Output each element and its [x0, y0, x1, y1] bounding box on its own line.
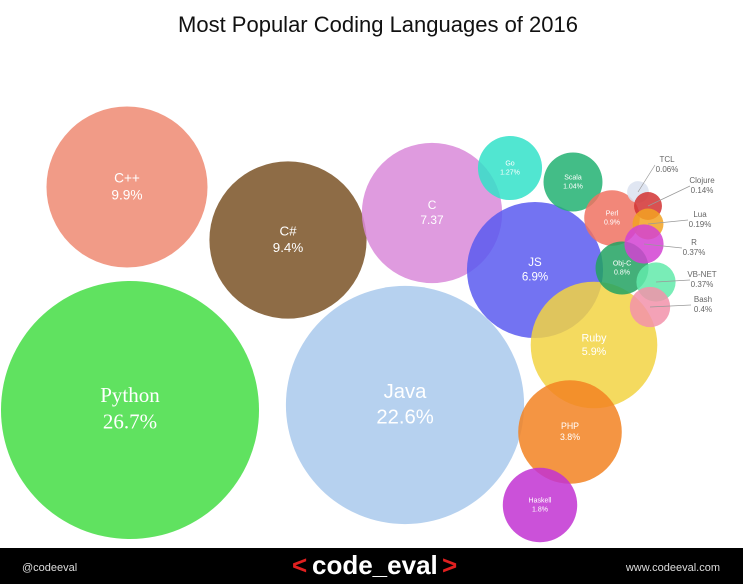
- value-label: 0.06%: [656, 165, 679, 174]
- bubble-label: Bash: [694, 295, 712, 304]
- bubble-label: Java: [384, 381, 427, 403]
- bubble: [518, 380, 622, 484]
- bubble-label: C#: [279, 224, 297, 239]
- logo-open: <: [292, 550, 307, 580]
- bubble: [0, 280, 260, 540]
- value-label: 0.14%: [691, 186, 714, 195]
- bubble-label: Scala: [564, 175, 582, 182]
- footer-url: www.codeeval.com: [625, 562, 720, 574]
- bubble-label: Perl: [606, 211, 619, 218]
- bubble-label: C++: [114, 170, 140, 185]
- value-label: 9.9%: [111, 188, 142, 203]
- bubble: [46, 106, 208, 268]
- value-label: 0.9%: [604, 219, 620, 226]
- bubble: [502, 467, 578, 543]
- value-label: 7.37: [420, 213, 444, 227]
- bubble: [361, 142, 503, 284]
- value-label: 0.8%: [614, 269, 630, 276]
- leader-line: [647, 185, 691, 207]
- value-label: 22.6%: [376, 407, 433, 429]
- bubble: [209, 161, 367, 319]
- value-label: 1.8%: [532, 506, 548, 513]
- bubble-label: VB-NET: [687, 270, 716, 279]
- bubble-label: TCL: [659, 155, 675, 164]
- bubble: [530, 281, 658, 409]
- bubble-label: Lua: [693, 210, 707, 219]
- bubble: [584, 190, 640, 246]
- bubble-label: Haskell: [529, 498, 552, 505]
- leader-line: [637, 164, 656, 193]
- logo: code_eval: [312, 550, 438, 580]
- leader-line: [655, 279, 691, 283]
- value-label: 0.37%: [691, 280, 714, 289]
- bubble: [285, 285, 525, 525]
- leader-line: [643, 243, 683, 249]
- value-label: 5.9%: [582, 346, 607, 358]
- bubble-label: JS: [528, 257, 542, 269]
- value-label: 0.19%: [689, 220, 712, 229]
- leader-line: [649, 304, 692, 308]
- bubble-label: Go: [505, 161, 514, 168]
- value-label: 3.8%: [560, 432, 580, 442]
- leader-line: [647, 219, 689, 225]
- bubble-label: Python: [100, 383, 160, 407]
- chart-title: Most Popular Coding Languages of 2016: [178, 12, 578, 37]
- footer-handle: @codeeval: [22, 562, 77, 574]
- value-label: 26.7%: [103, 409, 157, 433]
- value-label: 6.9%: [522, 272, 548, 284]
- bubble: [477, 135, 543, 201]
- value-label: 9.4%: [273, 240, 304, 255]
- value-label: 0.37%: [683, 248, 706, 257]
- logo-close: >: [442, 550, 457, 580]
- bubble-label: R: [691, 238, 697, 247]
- value-label: 1.27%: [500, 169, 520, 176]
- bubble-label: PHP: [561, 421, 579, 431]
- footer-bar: [0, 548, 743, 584]
- value-label: 1.04%: [563, 183, 583, 190]
- bubble-label: Clojure: [689, 176, 715, 185]
- bubble-label: Obj-C: [613, 261, 631, 268]
- bubble-label: Ruby: [581, 332, 607, 344]
- bubble: [543, 152, 603, 212]
- bubble-label: C: [428, 198, 437, 212]
- value-label: 0.4%: [694, 305, 712, 314]
